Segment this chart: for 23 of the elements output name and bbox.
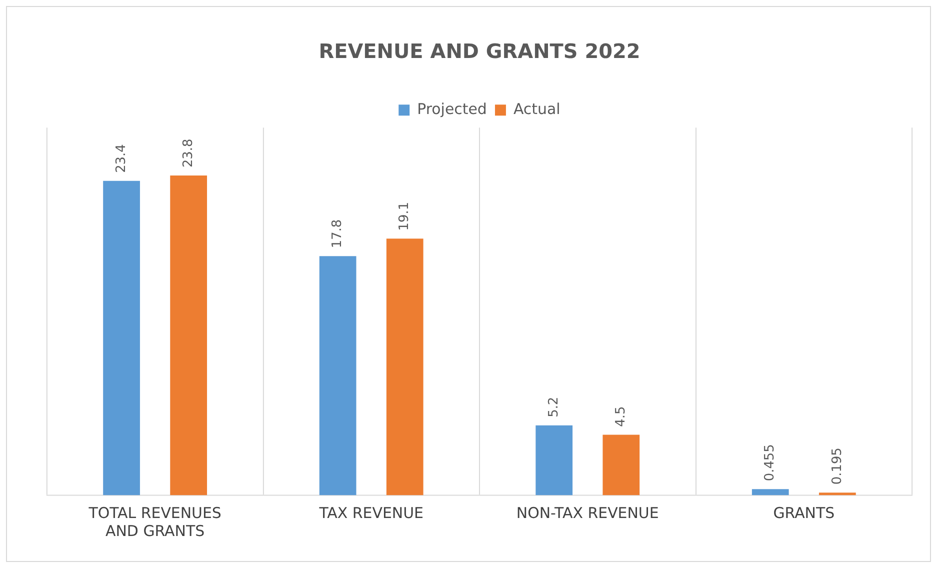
bar (818, 492, 856, 496)
chart-title: REVENUE AND GRANTS 2022 (318, 39, 640, 64)
data-label: 19.1 (397, 202, 412, 231)
bar (319, 256, 356, 496)
x-tick-label: NON-TAX REVENUE (516, 504, 659, 522)
bar (536, 425, 573, 496)
data-label: 4.5 (614, 406, 629, 427)
bar (103, 180, 140, 496)
data-label: 0.455 (762, 444, 778, 482)
legend-label: Actual (513, 100, 560, 118)
bar (386, 238, 424, 496)
x-tick-label: TAX REVENUE (318, 504, 424, 522)
data-label: 5.2 (546, 396, 562, 418)
x-tick-label: TOTAL REVENUES AND GRANTS (88, 504, 222, 540)
data-label: 23.8 (180, 138, 196, 168)
data-label: 0.195 (830, 448, 845, 485)
bar (602, 434, 640, 496)
data-label: 17.8 (330, 219, 346, 248)
bar (752, 489, 789, 496)
bar (170, 176, 208, 496)
legend-label: Projected (417, 100, 487, 118)
x-tick-label: GRANTS (773, 504, 835, 522)
data-label: 23.4 (114, 144, 129, 173)
